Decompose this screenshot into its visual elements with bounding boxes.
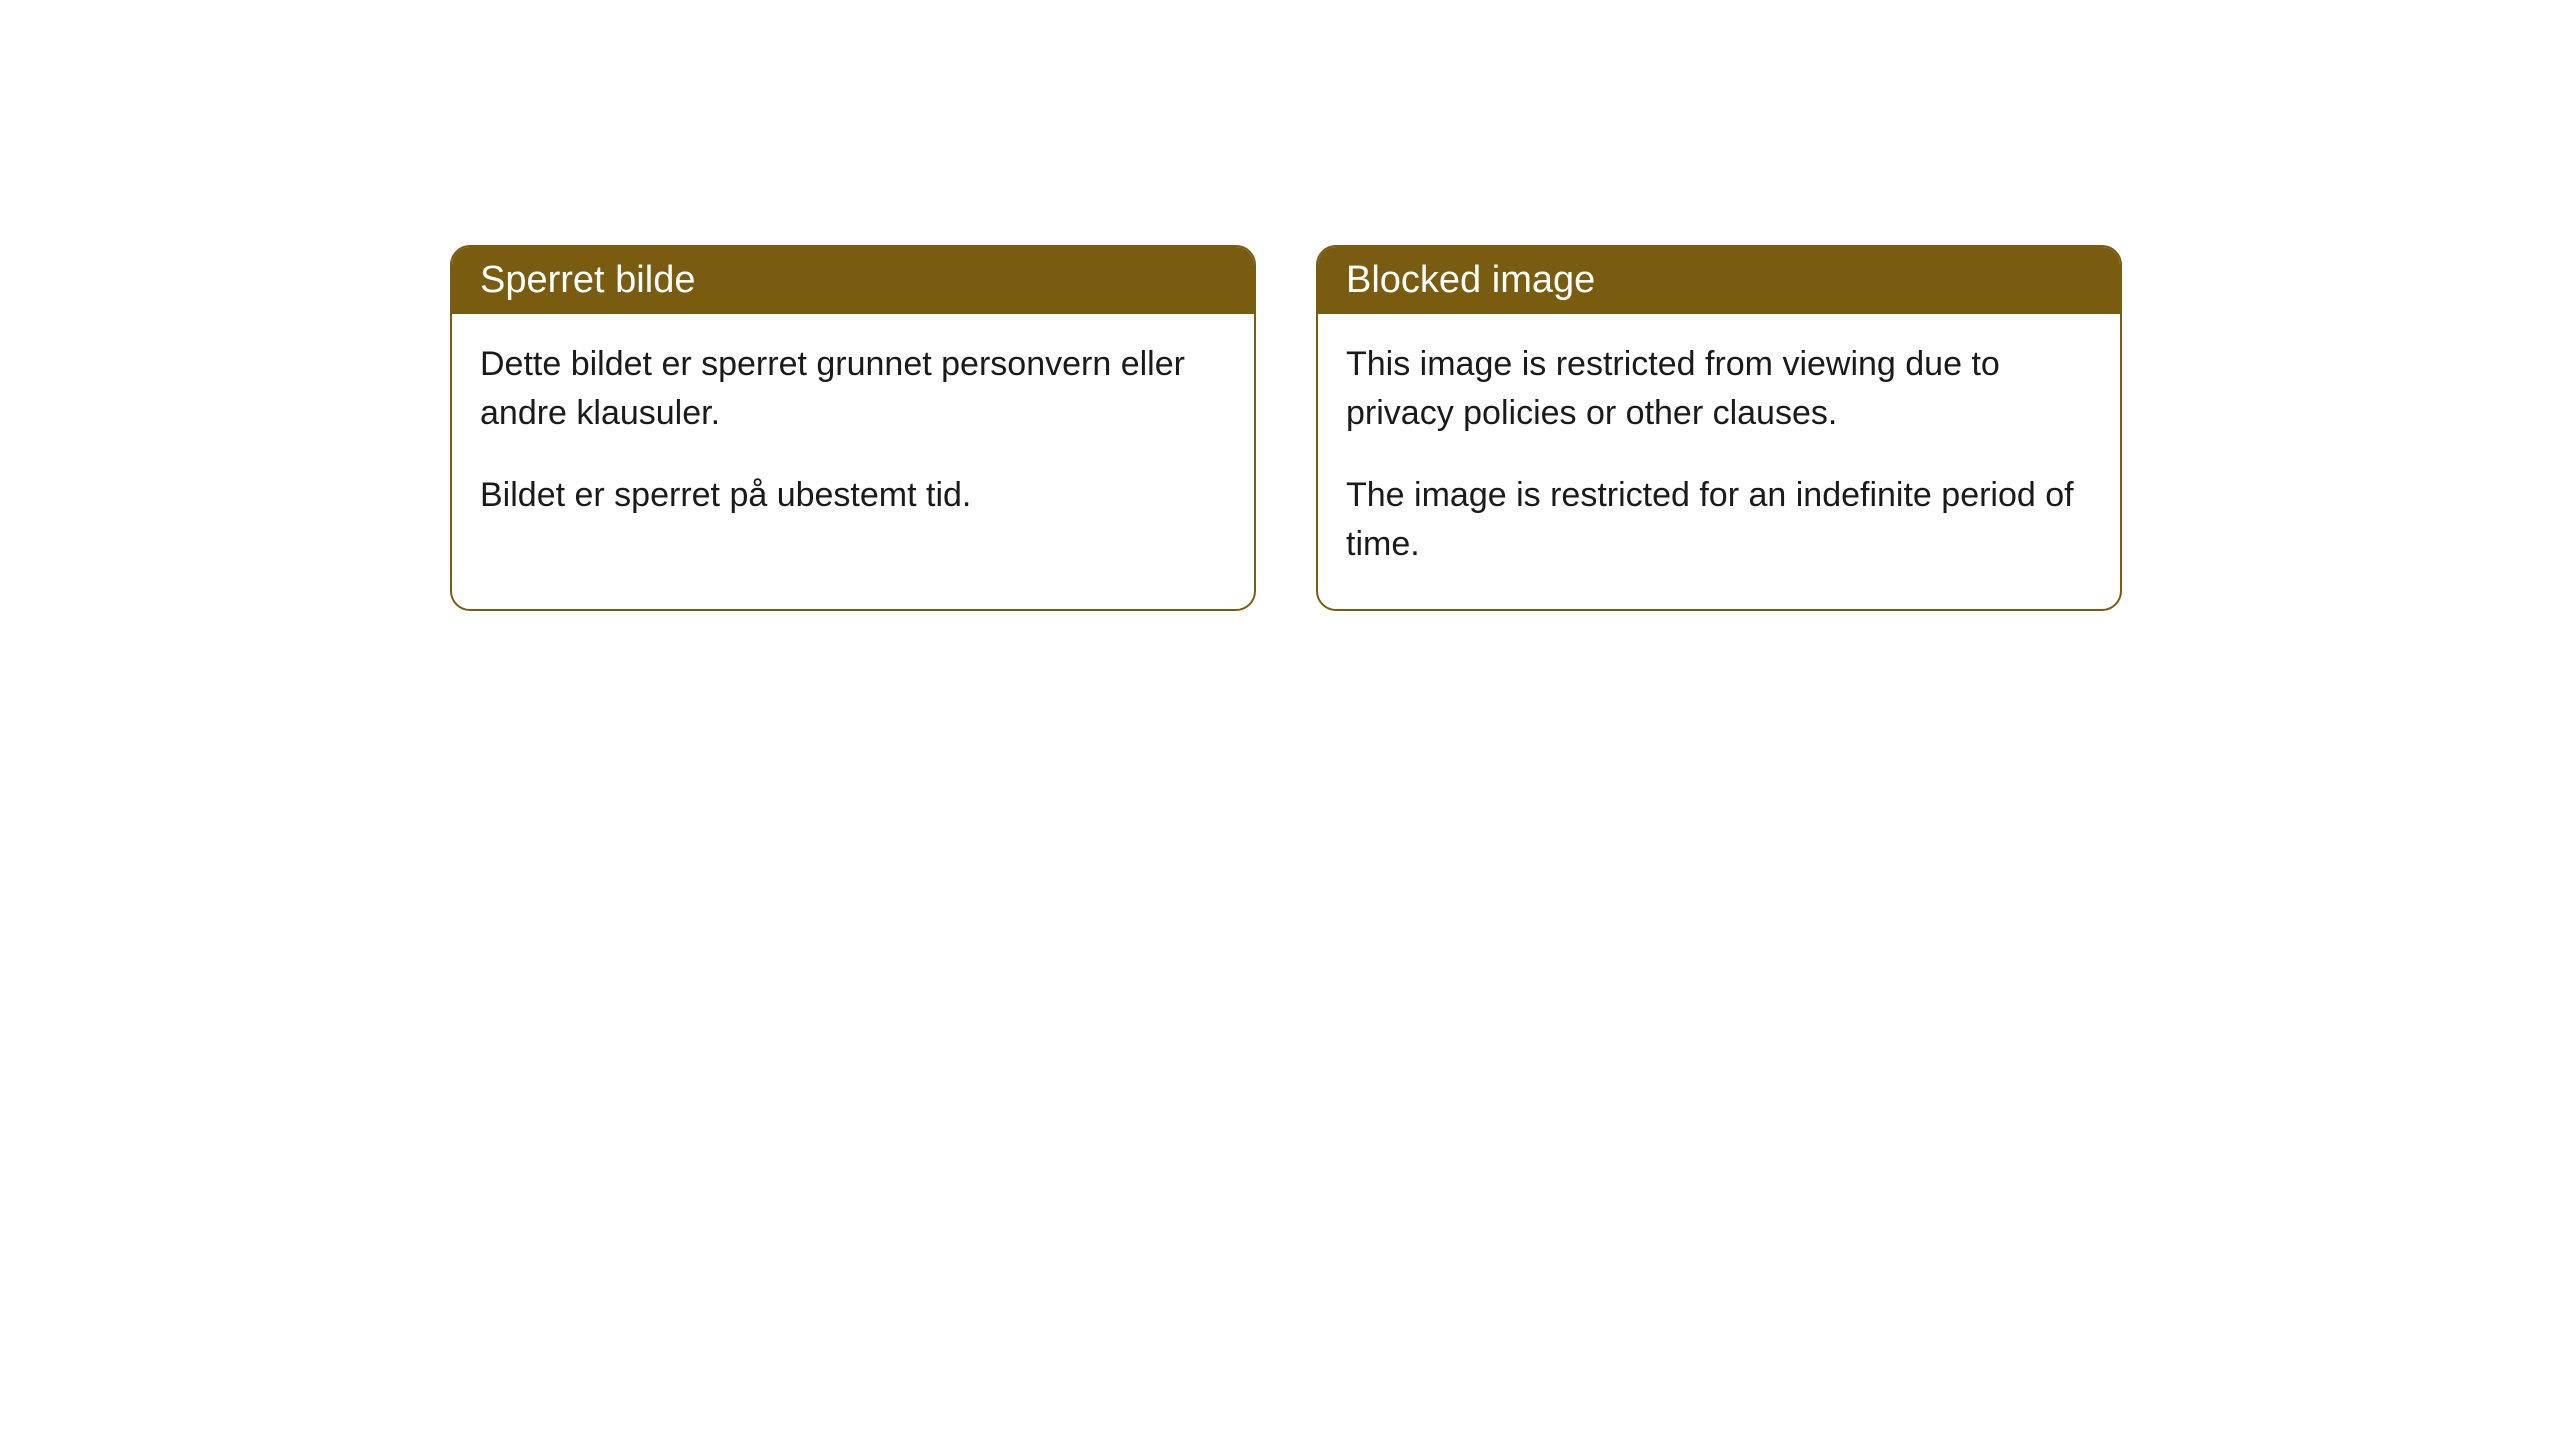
card-paragraph: The image is restricted for an indefinit… xyxy=(1346,471,2092,570)
card-title: Sperret bilde xyxy=(480,259,695,301)
card-header-norwegian: Sperret bilde xyxy=(452,247,1254,314)
card-body-english: This image is restricted from viewing du… xyxy=(1318,314,2120,609)
card-title: Blocked image xyxy=(1346,259,1595,301)
card-norwegian: Sperret bilde Dette bildet er sperret gr… xyxy=(450,245,1256,611)
card-paragraph: Bildet er sperret på ubestemt tid. xyxy=(480,471,1226,520)
card-paragraph: Dette bildet er sperret grunnet personve… xyxy=(480,340,1226,439)
card-english: Blocked image This image is restricted f… xyxy=(1316,245,2122,611)
cards-container: Sperret bilde Dette bildet er sperret gr… xyxy=(450,245,2560,611)
card-header-english: Blocked image xyxy=(1318,247,2120,314)
card-body-norwegian: Dette bildet er sperret grunnet personve… xyxy=(452,314,1254,560)
card-paragraph: This image is restricted from viewing du… xyxy=(1346,340,2092,439)
